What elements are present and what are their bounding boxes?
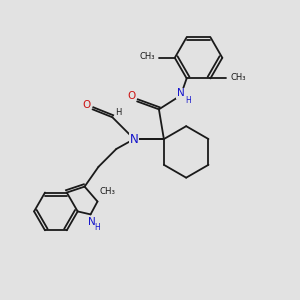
Text: H: H	[94, 223, 100, 232]
Text: N: N	[177, 88, 184, 98]
Text: O: O	[82, 100, 91, 110]
Text: CH₃: CH₃	[140, 52, 155, 61]
Text: O: O	[127, 92, 135, 101]
Text: N: N	[130, 133, 139, 146]
Text: CH₃: CH₃	[99, 187, 116, 196]
Text: CH₃: CH₃	[230, 73, 246, 82]
Text: H: H	[185, 96, 191, 105]
Text: H: H	[115, 108, 122, 117]
Text: N: N	[88, 217, 95, 227]
